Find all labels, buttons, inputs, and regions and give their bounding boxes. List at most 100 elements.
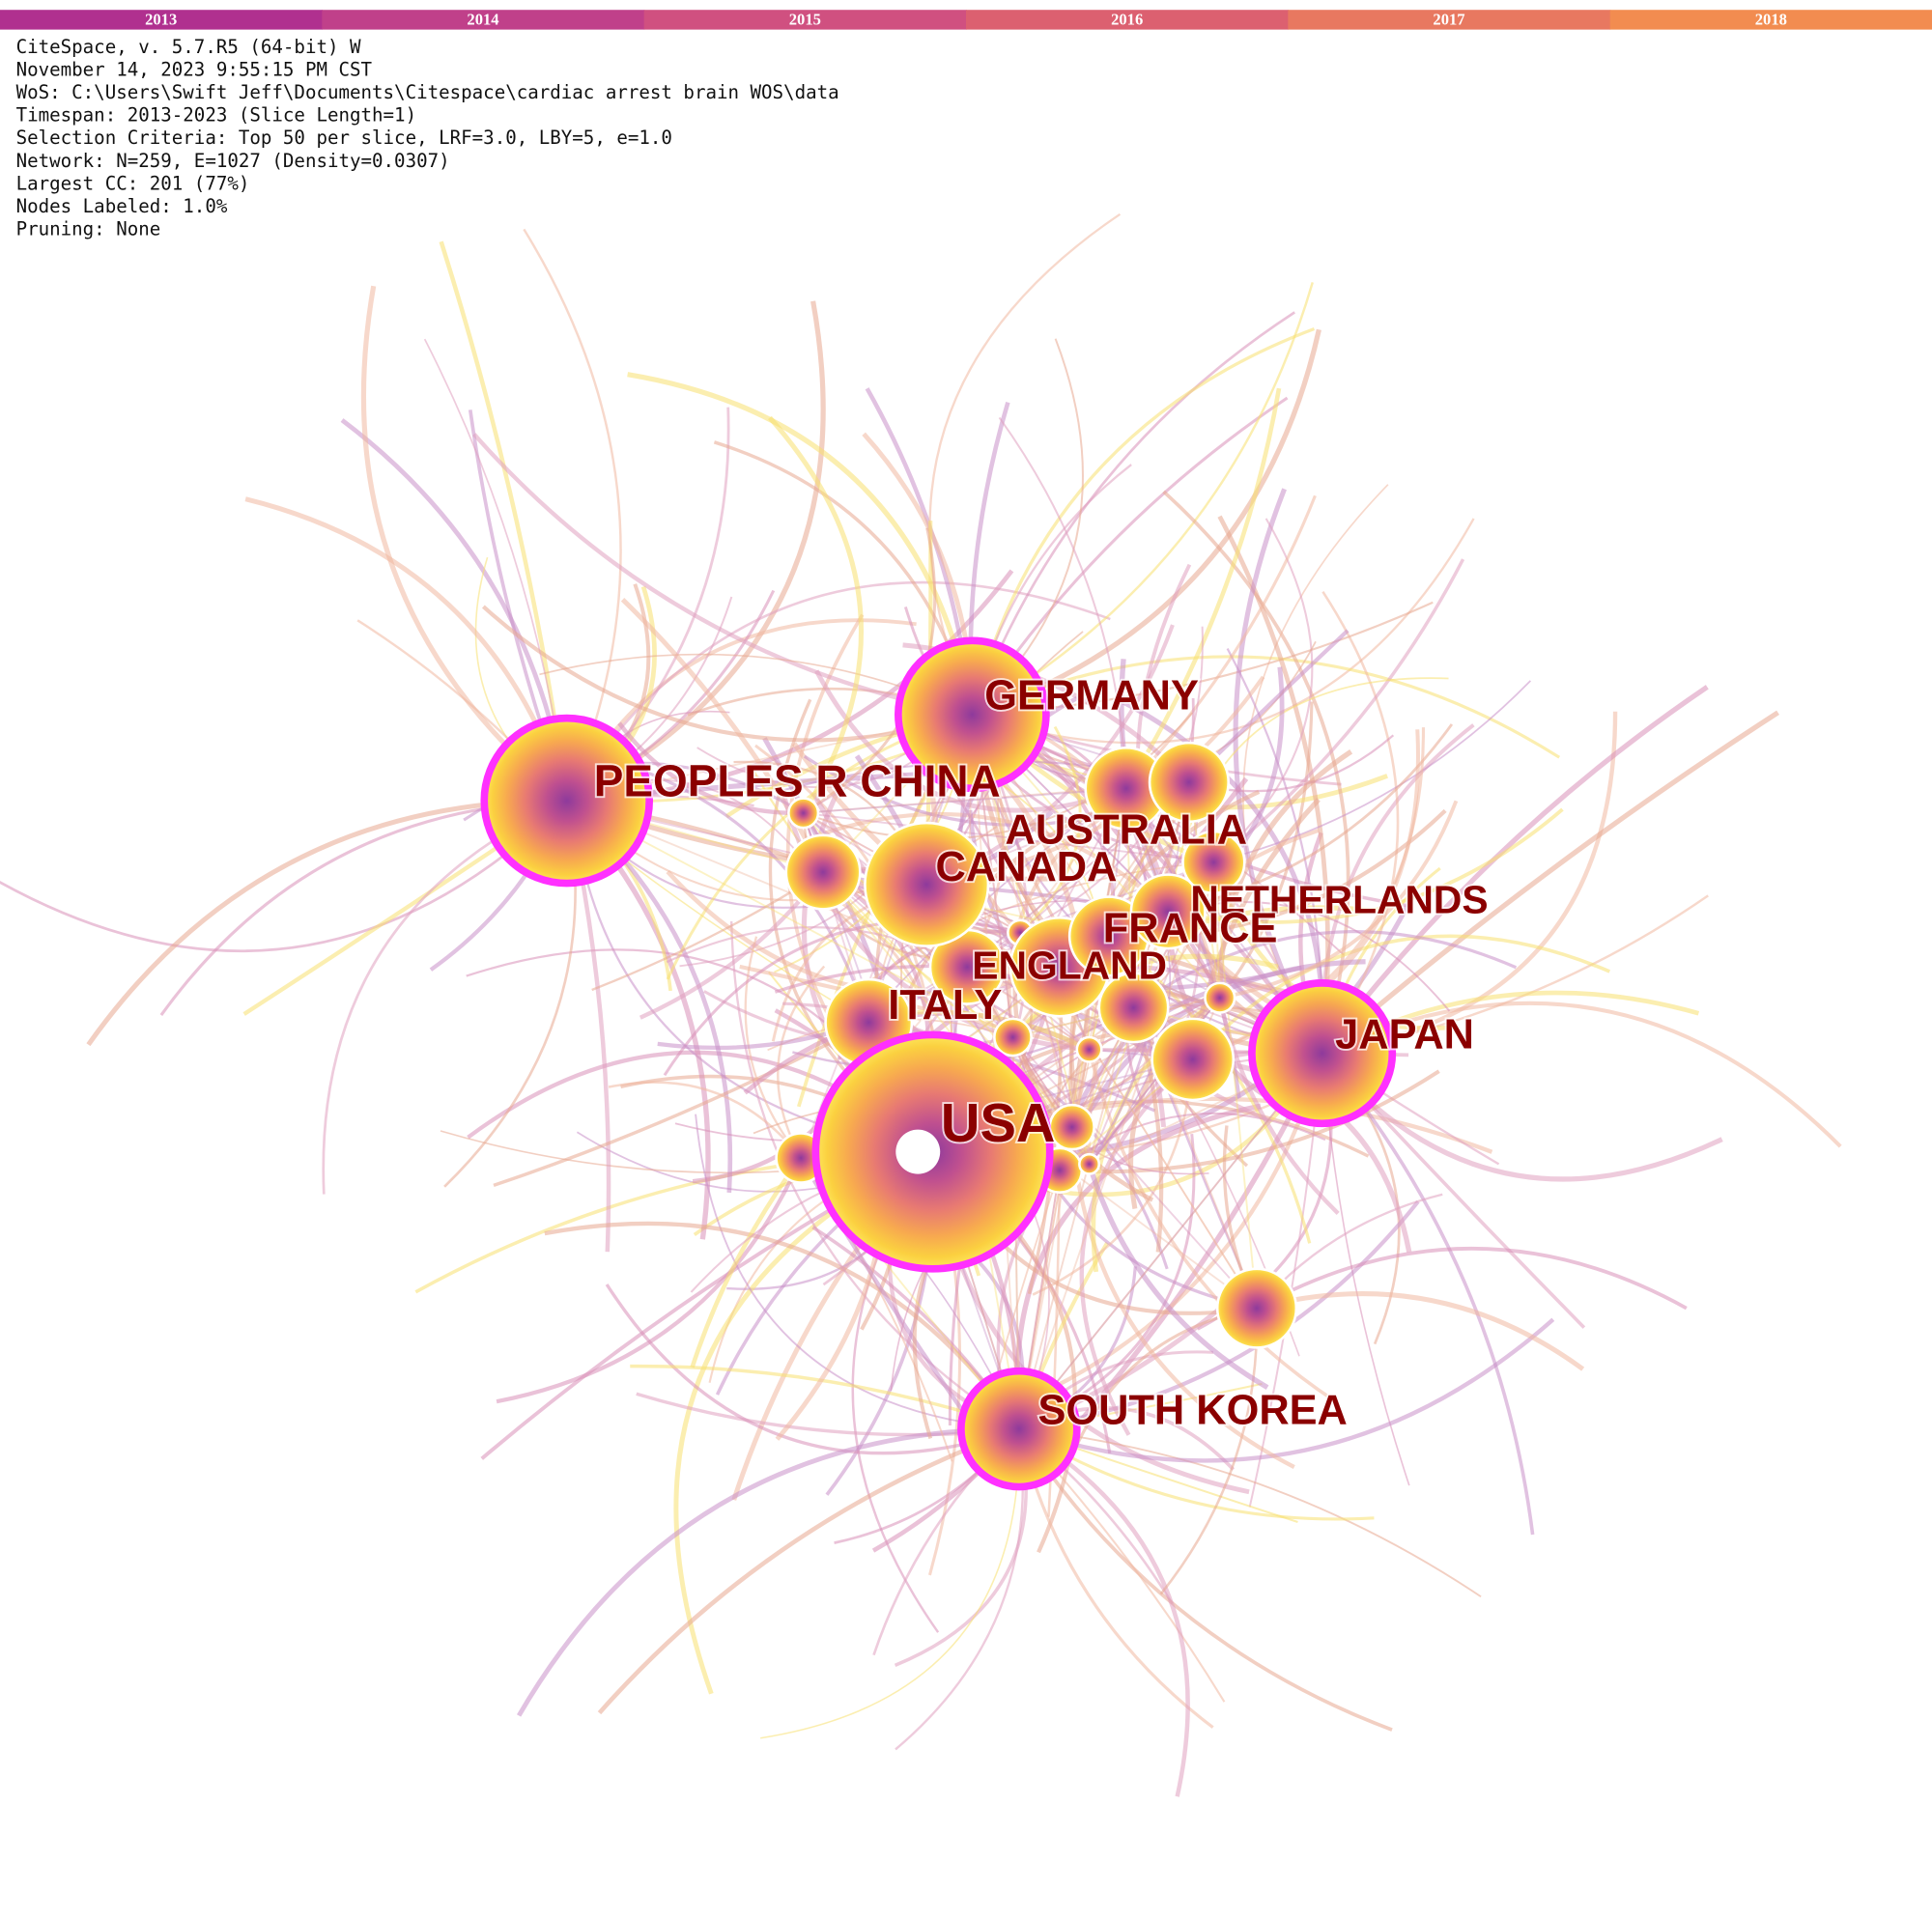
edge [768,415,864,815]
edge [617,721,804,816]
node-label: PEOPLES R CHINA [594,756,1001,806]
edge [1321,1001,1842,1148]
edge [1191,934,1611,1061]
edge [760,1428,1020,1739]
node [1129,873,1207,950]
node-label: JAPAN [1335,1011,1474,1058]
node [1075,1035,1103,1063]
node [895,636,1050,793]
node [1148,741,1230,824]
nodes [480,636,1397,1491]
edge [777,965,826,1159]
edge [1011,1036,1258,1310]
edge [1212,861,1258,1309]
node-label: FRANCE [1103,906,1278,952]
edge [1087,792,1172,1165]
edge [1087,1163,1269,1390]
timeline-year: 2016 [1111,11,1143,29]
edge [493,1021,870,1188]
info-line: Largest CC: 201 (77%) [16,172,250,194]
edge [1018,1052,1323,1430]
edge [472,433,973,717]
edge [1079,1058,1195,1436]
edge [1017,1426,1190,1797]
node [1248,979,1397,1128]
node [1097,972,1170,1044]
node [787,797,820,830]
edge [517,1426,1019,1717]
timeline-bar: 2013 2014 2015 2016 2017 2018 [0,10,1932,30]
edge [1321,711,1618,1056]
edge [1213,680,1532,863]
edge [1256,1291,1585,1371]
timeline-year: 2014 [467,11,498,29]
edge [822,811,1170,914]
edge [1167,677,1449,913]
edge [566,800,1194,1060]
edge [1217,997,1340,1215]
node-label: CANADA [936,844,1118,890]
edge [690,1156,803,1368]
timeline-year: 2018 [1755,11,1787,29]
edge [800,714,974,1159]
edge [620,598,826,874]
node-label: SOUTH KOREA [1037,1387,1347,1433]
timeline-slice [1288,10,1611,30]
node [1204,981,1236,1014]
edge [1019,725,1082,934]
info-line: Network: N=259, E=1027 (Density=0.0307) [16,150,450,172]
edge [1123,387,1282,790]
edge [928,212,1122,716]
node-label: ITALY [888,982,1002,1029]
edge [744,936,802,1159]
node [1215,1267,1298,1349]
node [864,821,990,947]
timeline-slice [0,10,323,30]
edge [1017,1427,1393,1732]
edge [1018,1199,1420,1431]
edge [998,416,1127,789]
edge [1132,930,1518,1009]
node-labels: USA PEOPLES R CHINA GERMANY JAPAN SOUTH KORE… [592,671,1491,1436]
timeline-slice [643,10,967,30]
node [1181,830,1246,895]
edge [1018,1052,1323,1430]
edge [822,871,1014,1038]
timeline-year: 2013 [145,11,177,29]
node [1078,1152,1101,1175]
edge [523,228,622,802]
info-line: November 14, 2023 9:55:15 PM CST [16,58,373,80]
edge [695,1114,1019,1430]
edge [1219,800,1459,1001]
node-label: GERMANY [984,673,1199,719]
edge [608,1081,803,1159]
node-label: USA [941,1092,1055,1153]
edge [627,372,975,716]
edge [1014,1103,1262,1429]
edge [739,964,1091,1052]
info-line: Timespan: 2013-2023 (Slice Length=1) [16,104,417,127]
timeline-slice [1609,10,1932,30]
node [784,833,862,911]
node [480,714,654,888]
edge [1233,488,1324,1055]
edge [1256,1247,1688,1311]
edge [597,1426,1020,1715]
edge [1059,1069,1440,1174]
info-line: Nodes Labeled: 1.0% [16,195,228,217]
edge [1069,1126,1295,1469]
edge [730,920,1020,1430]
edge [971,282,1314,716]
info-line: WoS: C:\Users\Swift Jeff\Documents\Cites… [16,81,839,103]
node-label: AUSTRALIA [1006,807,1248,854]
edge [972,518,1475,745]
edge [803,787,1126,814]
node-core [895,1129,941,1174]
edge [749,763,1014,1038]
node [1151,1017,1236,1102]
edge [1087,1049,1337,1404]
info-line: Selection Criteria: Top 50 per slice, LR… [16,127,672,149]
edge [1212,518,1314,863]
